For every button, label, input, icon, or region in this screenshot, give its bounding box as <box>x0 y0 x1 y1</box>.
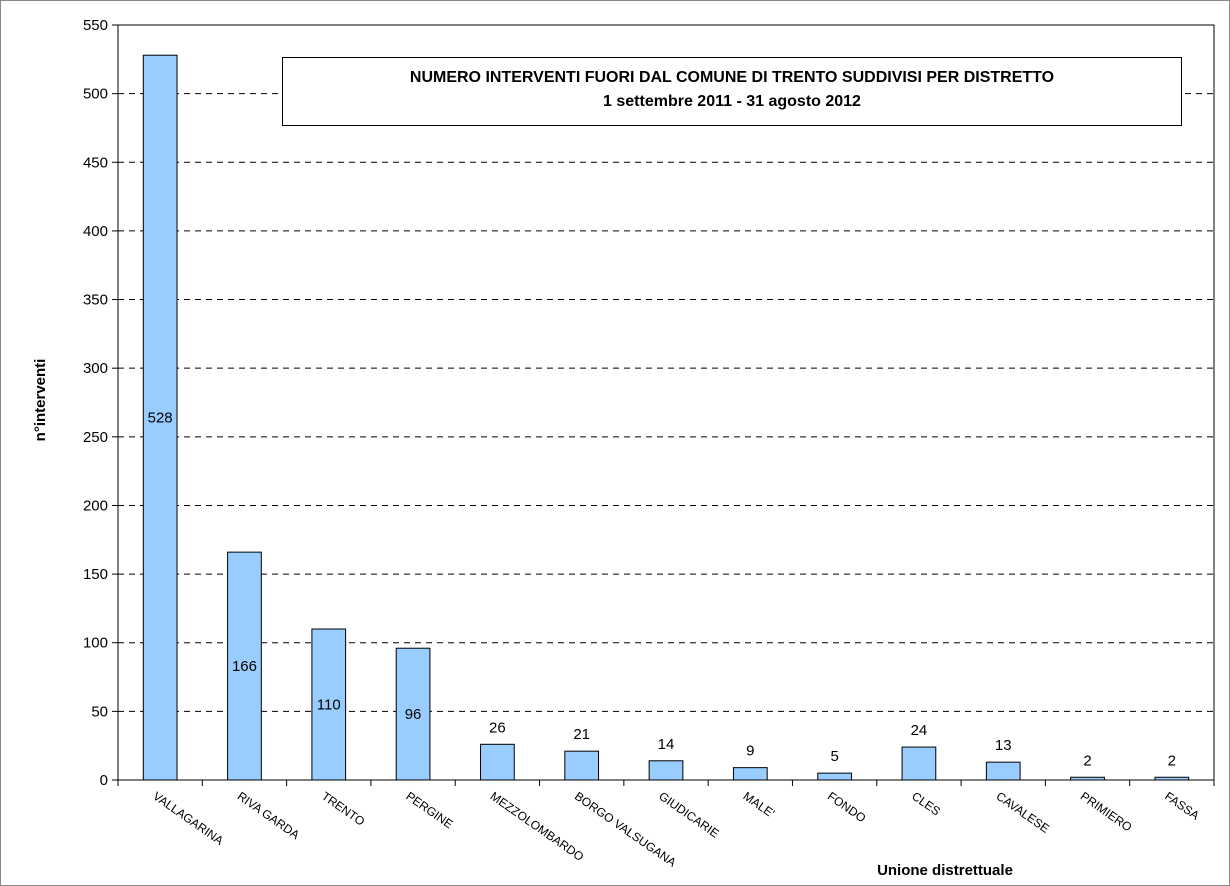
data-label: 9 <box>746 743 754 760</box>
y-tick-label: 250 <box>83 429 108 446</box>
y-tick-label: 400 <box>83 223 108 240</box>
y-axis-title: n°interventi <box>32 359 49 442</box>
bars <box>142 54 1190 781</box>
y-tick-labels: 0 50 100 150 200 250 300 350 400 450 500 550 <box>83 17 108 789</box>
chart-title-box: NUMERO INTERVENTI FUORI DAL COMUNE DI TR… <box>282 57 1182 126</box>
bar <box>732 767 768 781</box>
data-label: 96 <box>405 706 422 723</box>
y-tick-label: 350 <box>83 292 108 309</box>
data-label: 24 <box>911 722 928 739</box>
data-label: 26 <box>489 719 506 736</box>
chart-subtitle: 1 settembre 2011 - 31 agosto 2012 <box>603 93 861 110</box>
bar <box>648 760 684 781</box>
y-tick-label: 550 <box>83 17 108 34</box>
bar <box>227 551 262 781</box>
data-labels: 528 166 110 96 26 21 14 9 5 24 13 2 2 <box>148 410 1176 770</box>
data-label: 2 <box>1083 752 1091 769</box>
bar <box>985 761 1021 781</box>
y-tick-label: 50 <box>91 703 108 720</box>
plot-area-border <box>117 24 1215 781</box>
x-axis-title: Unione distrettuale <box>877 862 1013 879</box>
y-tick-label: 100 <box>83 635 108 652</box>
chart-title: NUMERO INTERVENTI FUORI DAL COMUNE DI TR… <box>409 69 1055 86</box>
y-tick-label: 450 <box>83 154 108 171</box>
bar <box>142 54 178 781</box>
y-tick-label: 200 <box>83 497 108 514</box>
data-label: 110 <box>317 697 341 714</box>
bar <box>901 746 937 781</box>
data-label: 14 <box>658 736 675 753</box>
data-label: 13 <box>995 737 1012 754</box>
bar <box>480 743 515 781</box>
axes <box>112 24 1215 786</box>
data-label: 21 <box>573 726 590 743</box>
data-label: 5 <box>830 748 838 765</box>
bar <box>395 647 431 781</box>
y-tick-label: 150 <box>83 566 108 583</box>
y-tick-label: 500 <box>83 86 108 103</box>
y-tick-label: 0 <box>100 772 108 789</box>
data-label: 166 <box>232 658 257 675</box>
data-label: 2 <box>1168 752 1176 769</box>
y-tick-label: 300 <box>83 360 108 377</box>
data-label: 528 <box>148 410 173 427</box>
bar <box>564 750 600 781</box>
bar <box>817 772 852 781</box>
